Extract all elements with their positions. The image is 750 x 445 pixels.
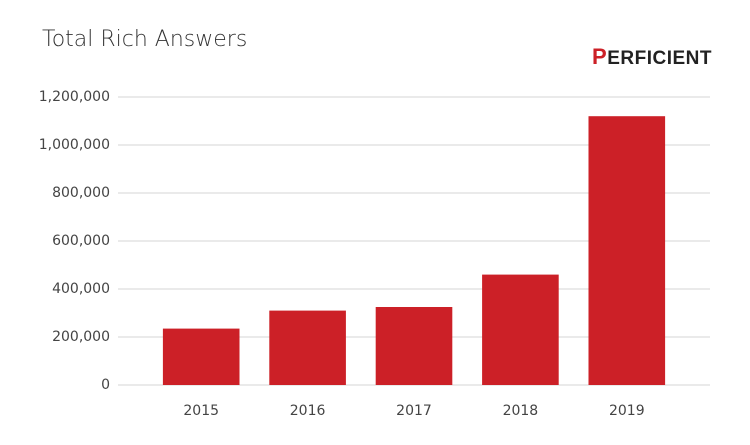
x-tick-label: 2016 — [290, 403, 326, 419]
y-tick-label: 200,000 — [52, 329, 110, 345]
bar — [162, 328, 240, 385]
logo: PERFICIENT — [592, 44, 712, 69]
bar — [482, 274, 559, 385]
x-tick-label: 2019 — [609, 403, 645, 419]
bar — [588, 116, 666, 385]
chart-title: Total Rich Answers — [42, 27, 247, 52]
y-tick-label: 0 — [101, 377, 110, 393]
y-tick-label: 1,200,000 — [39, 89, 110, 105]
x-tick-label: 2017 — [396, 403, 432, 419]
x-tick-label: 2018 — [503, 403, 539, 419]
bar — [375, 307, 453, 385]
bar — [269, 310, 346, 385]
y-tick-label: 400,000 — [52, 281, 110, 297]
y-tick-label: 1,000,000 — [39, 137, 110, 153]
y-tick-label: 600,000 — [52, 233, 110, 249]
y-tick-label: 800,000 — [52, 185, 110, 201]
x-tick-label: 2015 — [183, 403, 219, 419]
